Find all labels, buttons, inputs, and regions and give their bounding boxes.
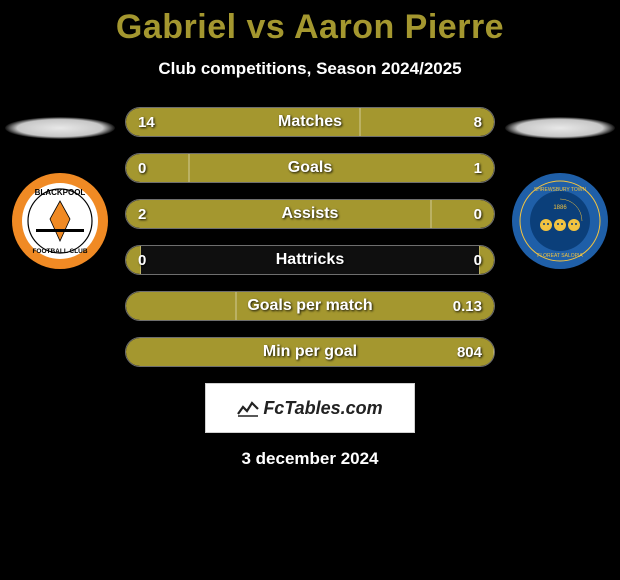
stat-fill-right (360, 108, 494, 136)
stat-bars-container: 148Matches 01Goals 20Assists 00Hattricks 0.1… (125, 107, 495, 367)
comparison-content: BLACKPOOL FOOTBALL CLUB SHREWSBURY TOWN … (0, 107, 620, 367)
stat-row: 20Assists (125, 199, 495, 229)
stat-row: 00Hattricks (125, 245, 495, 275)
stat-row: 804Min per goal (125, 337, 495, 367)
right-player-column: SHREWSBURY TOWN 1886 FLOREAT SALOPIA (500, 107, 620, 271)
watermark-text: FcTables.com (263, 398, 382, 419)
left-club-logo: BLACKPOOL FOOTBALL CLUB (10, 171, 110, 271)
stat-fill-left (126, 108, 360, 136)
stat-label: Hattricks (126, 246, 494, 274)
stat-fill-left (126, 338, 494, 366)
stat-fill-right (431, 200, 494, 228)
svg-text:SHREWSBURY TOWN: SHREWSBURY TOWN (534, 187, 587, 193)
svg-text:FLOREAT SALOPIA: FLOREAT SALOPIA (537, 253, 583, 259)
svg-text:FOOTBALL CLUB: FOOTBALL CLUB (32, 248, 87, 255)
svg-text:BLACKPOOL: BLACKPOOL (35, 188, 86, 197)
player-silhouette-shadow (5, 117, 115, 139)
svg-text:1886: 1886 (553, 205, 567, 211)
stat-fill-right (189, 154, 494, 182)
stat-fill-left (126, 292, 236, 320)
stat-row: 0.13Goals per match (125, 291, 495, 321)
right-club-logo: SHREWSBURY TOWN 1886 FLOREAT SALOPIA (510, 171, 610, 271)
player-silhouette-shadow (505, 117, 615, 139)
left-player-column: BLACKPOOL FOOTBALL CLUB (0, 107, 120, 271)
stat-row: 148Matches (125, 107, 495, 137)
stat-fill-left (126, 154, 189, 182)
page-subtitle: Club competitions, Season 2024/2025 (0, 59, 620, 79)
stat-fill-left (126, 200, 431, 228)
stat-fill-left (126, 246, 141, 274)
stat-fill-right (479, 246, 494, 274)
watermark-badge: FcTables.com (205, 383, 415, 433)
stat-fill-right (236, 292, 494, 320)
stat-fill-right (493, 338, 494, 366)
snapshot-date: 3 december 2024 (0, 449, 620, 469)
stat-row: 01Goals (125, 153, 495, 183)
page-title: Gabriel vs Aaron Pierre (0, 0, 620, 47)
